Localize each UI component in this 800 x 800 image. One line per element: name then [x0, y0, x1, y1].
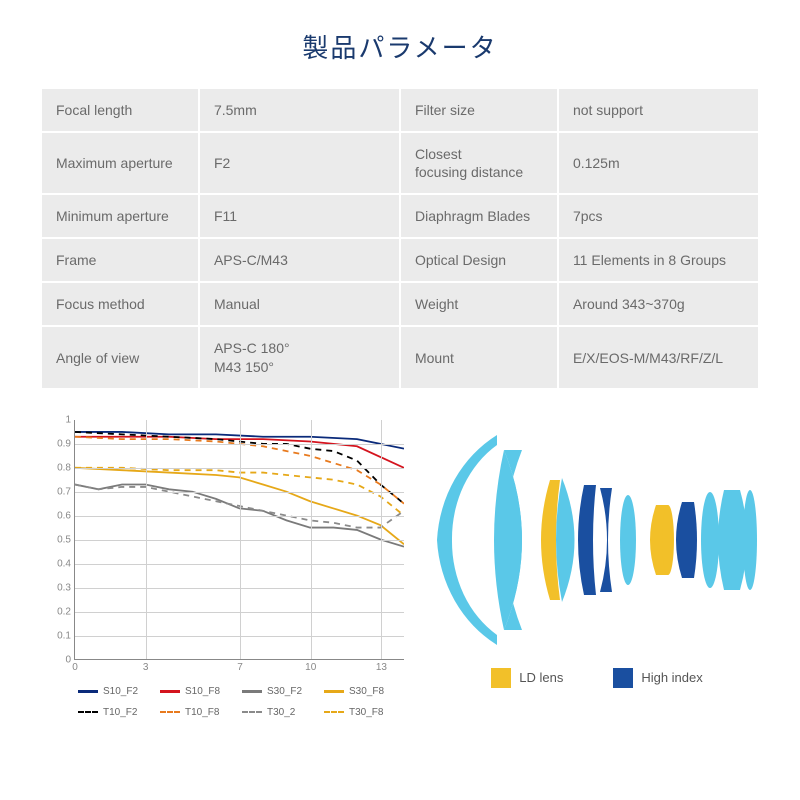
spec-value: 7.5mm: [199, 88, 400, 132]
lens-diagram: LD lens High index: [424, 420, 770, 688]
spec-label: Mount: [400, 326, 558, 388]
mtf-chart: 00.10.20.30.40.50.60.70.80.910371013 S10…: [50, 420, 400, 718]
legend-item: T10_F8: [160, 707, 236, 718]
spec-table: Focal length7.5mmFilter sizenot support M…: [40, 87, 760, 390]
legend-item: T30_F8: [324, 707, 400, 718]
legend-item: S10_F8: [160, 686, 236, 697]
hi-label: High index: [641, 670, 702, 685]
spec-label: Angle of view: [41, 326, 199, 388]
legend-item: T10_F2: [78, 707, 154, 718]
bottom-row: 00.10.20.30.40.50.60.70.80.910371013 S10…: [30, 420, 770, 718]
spec-label: Optical Design: [400, 238, 558, 282]
spec-label: Diaphragm Blades: [400, 194, 558, 238]
spec-value: 7pcs: [558, 194, 759, 238]
spec-value: not support: [558, 88, 759, 132]
spec-value: F11: [199, 194, 400, 238]
spec-value: APS-C/M43: [199, 238, 400, 282]
spec-value: APS-C 180°M43 150°: [199, 326, 400, 388]
chart-legend: S10_F2 S10_F8 S30_F2 S30_F8 T10_F2 T10_F8 T30_…: [78, 686, 400, 718]
legend-item: S10_F2: [78, 686, 154, 697]
spec-value: 0.125m: [558, 132, 759, 194]
spec-value: F2: [199, 132, 400, 194]
spec-value: Manual: [199, 282, 400, 326]
high-index-legend: High index: [613, 668, 702, 688]
spec-label: Focal length: [41, 88, 199, 132]
spec-value: Around 343~370g: [558, 282, 759, 326]
ld-label: LD lens: [519, 670, 563, 685]
spec-label: Focus method: [41, 282, 199, 326]
spec-label: Frame: [41, 238, 199, 282]
legend-item: S30_F2: [242, 686, 318, 697]
page-title: 製品パラメータ: [0, 0, 800, 87]
spec-value: E/X/EOS-M/M43/RF/Z/L: [558, 326, 759, 388]
spec-label: Closestfocusing distance: [400, 132, 558, 194]
spec-label: Filter size: [400, 88, 558, 132]
legend-item: T30_2: [242, 707, 318, 718]
spec-label: Weight: [400, 282, 558, 326]
spec-label: Minimum aperture: [41, 194, 199, 238]
legend-item: S30_F8: [324, 686, 400, 697]
spec-value: 11 Elements in 8 Groups: [558, 238, 759, 282]
ld-lens-legend: LD lens: [491, 668, 563, 688]
spec-label: Maximum aperture: [41, 132, 199, 194]
lens-legend: LD lens High index: [491, 668, 703, 688]
